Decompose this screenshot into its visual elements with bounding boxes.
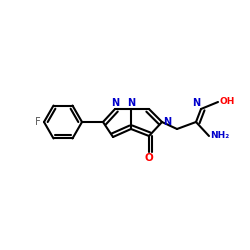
Text: F: F [36,117,41,127]
Text: NH₂: NH₂ [210,132,229,140]
Text: O: O [144,153,154,163]
Text: N: N [163,117,171,127]
Text: N: N [111,98,119,108]
Text: N: N [127,98,135,108]
Text: F: F [36,117,41,127]
Text: N: N [192,98,200,108]
Text: OH: OH [219,98,234,106]
